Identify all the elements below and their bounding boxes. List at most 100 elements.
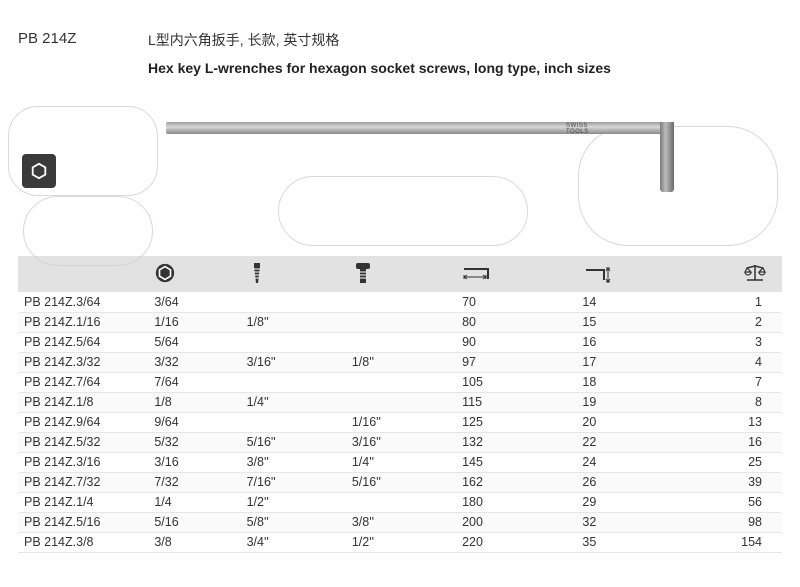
col-header-weight xyxy=(692,256,782,292)
cell-length: 97 xyxy=(456,352,576,372)
cell-length: 220 xyxy=(456,532,576,552)
cell-weight: 3 xyxy=(692,332,782,352)
cell-hex: 7/64 xyxy=(148,372,240,392)
cell-screw1 xyxy=(241,332,346,352)
cell-length: 180 xyxy=(456,492,576,512)
cell-length: 115 xyxy=(456,392,576,412)
watermark-shape xyxy=(278,176,528,246)
table-row: PB 214Z.1/161/161/8''80152 xyxy=(18,312,782,332)
hex-icon xyxy=(154,262,176,287)
cell-screw1: 1/2'' xyxy=(241,492,346,512)
cell-hex: 5/32 xyxy=(148,432,240,452)
table-row: PB 214Z.1/81/81/4''115198 xyxy=(18,392,782,412)
cell-screw2: 3/8'' xyxy=(346,512,456,532)
spec-table: PB 214Z.3/643/6470141PB 214Z.1/161/161/8… xyxy=(18,256,782,553)
cell-screw1: 3/16'' xyxy=(241,352,346,372)
cell-hex: 3/64 xyxy=(148,292,240,312)
table-row: PB 214Z.7/647/64105187 xyxy=(18,372,782,392)
cell-screw1: 5/16'' xyxy=(241,432,346,452)
table-row: PB 214Z.9/649/641/16''1252013 xyxy=(18,412,782,432)
cell-code: PB 214Z.1/16 xyxy=(18,312,148,332)
cell-short: 20 xyxy=(576,412,691,432)
cell-screw1: 5/8'' xyxy=(241,512,346,532)
cell-short: 26 xyxy=(576,472,691,492)
cell-length: 200 xyxy=(456,512,576,532)
cell-short: 15 xyxy=(576,312,691,332)
watermark-shape xyxy=(23,196,153,266)
cell-screw2: 5/16'' xyxy=(346,472,456,492)
cell-length: 80 xyxy=(456,312,576,332)
cell-weight: 7 xyxy=(692,372,782,392)
cell-hex: 3/16 xyxy=(148,452,240,472)
cell-hex: 1/4 xyxy=(148,492,240,512)
cell-weight: 13 xyxy=(692,412,782,432)
title-en: Hex key L-wrenches for hexagon socket sc… xyxy=(148,60,782,76)
cell-weight: 1 xyxy=(692,292,782,312)
cell-short: 24 xyxy=(576,452,691,472)
cell-code: PB 214Z.1/8 xyxy=(18,392,148,412)
table-row: PB 214Z.3/83/83/4''1/2''22035154 xyxy=(18,532,782,552)
cell-screw2: 3/16'' xyxy=(346,432,456,452)
table-row: PB 214Z.5/325/325/16''3/16''1322216 xyxy=(18,432,782,452)
cell-weight: 4 xyxy=(692,352,782,372)
cell-hex: 7/32 xyxy=(148,472,240,492)
cell-hex: 5/16 xyxy=(148,512,240,532)
cell-screw2: 1/8'' xyxy=(346,352,456,372)
cell-short: 16 xyxy=(576,332,691,352)
cell-screw1: 1/4'' xyxy=(241,392,346,412)
col-header-short xyxy=(576,256,691,292)
cell-short: 18 xyxy=(576,372,691,392)
cell-screw2 xyxy=(346,332,456,352)
cell-screw2: 1/16'' xyxy=(346,412,456,432)
col-header-setscrew xyxy=(241,256,346,292)
wrench-brand-label: SWISS TOOLS xyxy=(566,123,589,135)
cell-length: 105 xyxy=(456,372,576,392)
cell-hex: 1/16 xyxy=(148,312,240,332)
cell-hex: 1/8 xyxy=(148,392,240,412)
table-body: PB 214Z.3/643/6470141PB 214Z.1/161/161/8… xyxy=(18,292,782,552)
cell-screw2 xyxy=(346,292,456,312)
cell-screw1: 7/16'' xyxy=(241,472,346,492)
cell-weight: 39 xyxy=(692,472,782,492)
cell-short: 19 xyxy=(576,392,691,412)
cell-screw1 xyxy=(241,412,346,432)
col-header-length xyxy=(456,256,576,292)
cell-code: PB 214Z.5/16 xyxy=(18,512,148,532)
table-row: PB 214Z.3/643/6470141 xyxy=(18,292,782,312)
cell-screw1 xyxy=(241,292,346,312)
cell-code: PB 214Z.7/32 xyxy=(18,472,148,492)
cell-length: 162 xyxy=(456,472,576,492)
cell-length: 132 xyxy=(456,432,576,452)
watermark-shape xyxy=(578,126,778,246)
cell-screw2 xyxy=(346,392,456,412)
cell-code: PB 214Z.1/4 xyxy=(18,492,148,512)
cell-code: PB 214Z.5/32 xyxy=(18,432,148,452)
cell-code: PB 214Z.9/64 xyxy=(18,412,148,432)
cell-hex: 3/8 xyxy=(148,532,240,552)
cell-length: 90 xyxy=(456,332,576,352)
cell-code: PB 214Z.5/64 xyxy=(18,332,148,352)
col-header-capscrew xyxy=(346,256,456,292)
cell-code: PB 214Z.3/64 xyxy=(18,292,148,312)
cell-screw1: 3/8'' xyxy=(241,452,346,472)
cell-screw2 xyxy=(346,492,456,512)
table-row: PB 214Z.3/323/323/16''1/8''97174 xyxy=(18,352,782,372)
table-row: PB 214Z.1/41/41/2''1802956 xyxy=(18,492,782,512)
capscrew-icon xyxy=(352,261,374,288)
length-icon xyxy=(462,263,496,286)
cell-short: 22 xyxy=(576,432,691,452)
table-row: PB 214Z.3/163/163/8''1/4''1452425 xyxy=(18,452,782,472)
cell-weight: 98 xyxy=(692,512,782,532)
cell-screw2: 1/2'' xyxy=(346,532,456,552)
cell-screw2 xyxy=(346,372,456,392)
page: PB 214Z L型内六角扳手, 长款, 英寸规格 Hex key L-wren… xyxy=(0,0,800,553)
cell-code: PB 214Z.3/32 xyxy=(18,352,148,372)
cell-short: 32 xyxy=(576,512,691,532)
cell-length: 70 xyxy=(456,292,576,312)
cell-screw1: 1/8'' xyxy=(241,312,346,332)
setscrew-icon xyxy=(247,261,267,288)
title-cn: L型内六角扳手, 长款, 英寸规格 xyxy=(148,30,782,50)
cell-screw1 xyxy=(241,372,346,392)
cell-code: PB 214Z.3/16 xyxy=(18,452,148,472)
cell-short: 17 xyxy=(576,352,691,372)
